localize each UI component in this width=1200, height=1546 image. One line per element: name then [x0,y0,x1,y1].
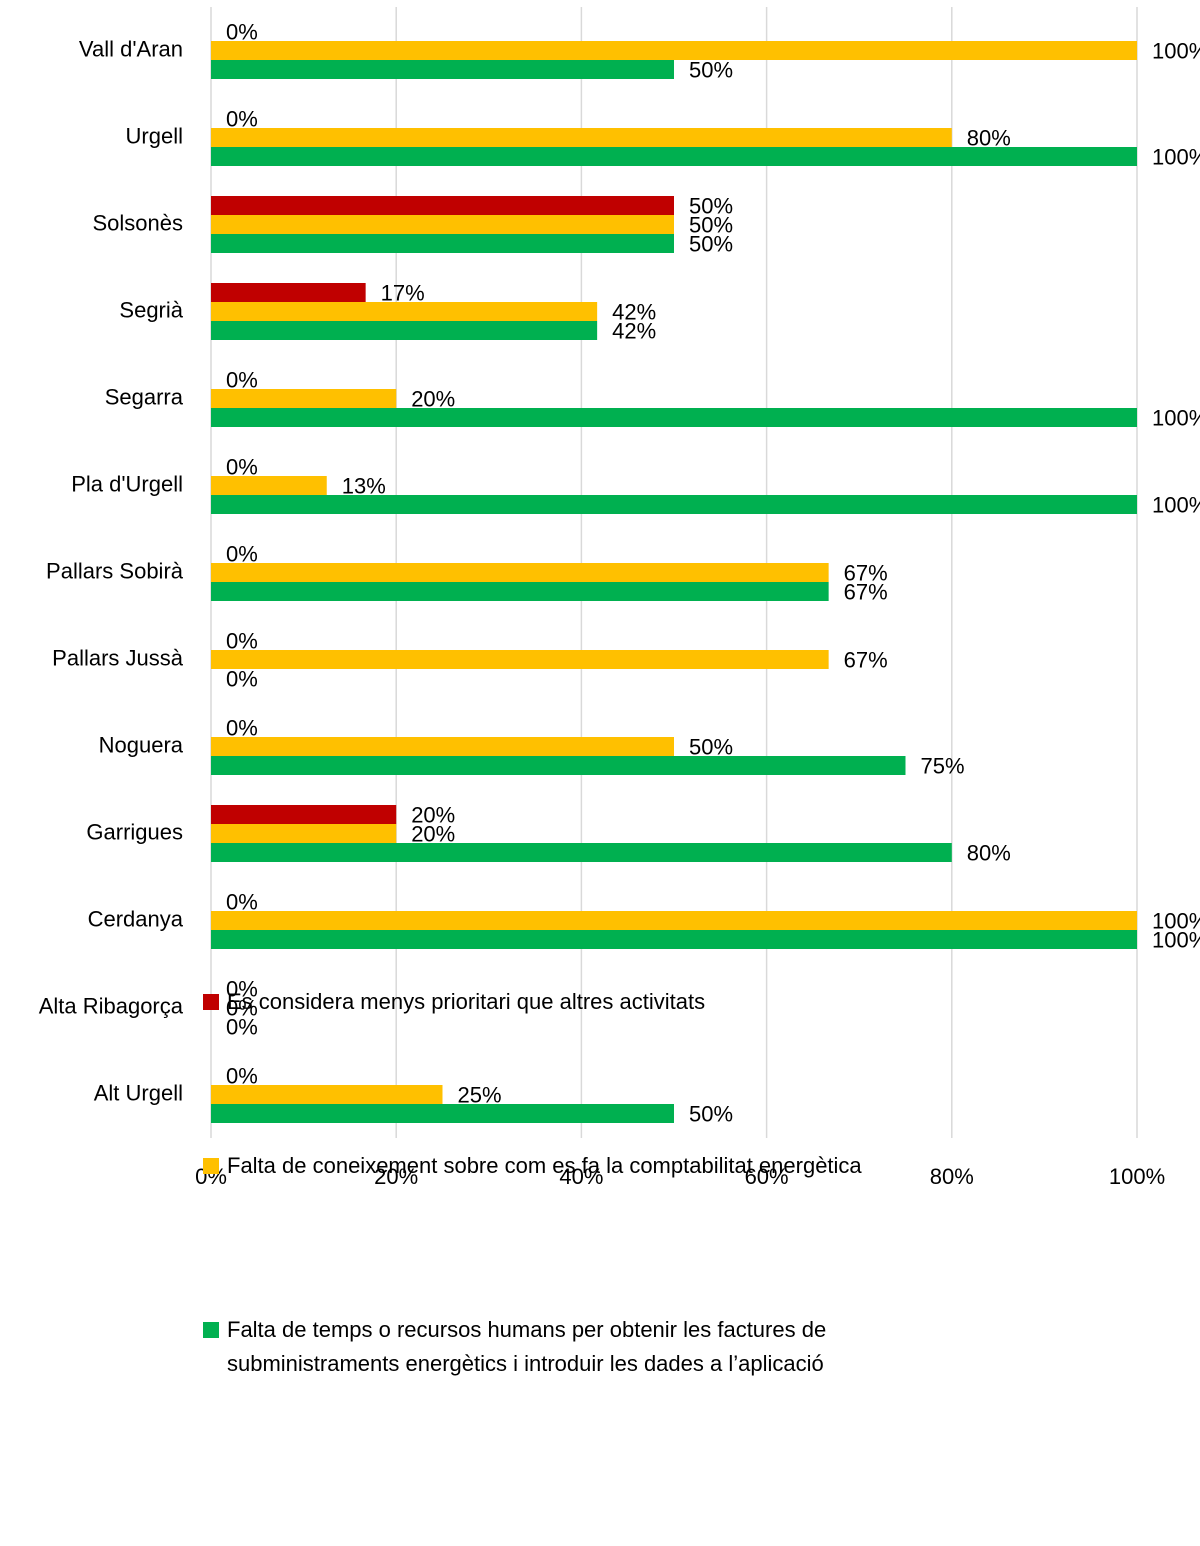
data-label: 0% [226,454,258,479]
y-tick-label: Cerdanya [88,906,184,931]
data-label: 100% [1152,405,1200,430]
data-label: 50% [689,1101,733,1126]
y-tick-label: Solsonès [92,210,183,235]
legend-label: Falta de temps o recursos humans per obt… [227,1317,827,1376]
data-label: 0% [226,1063,258,1088]
data-label: 100% [1152,927,1200,952]
data-label: 0% [226,995,258,1020]
data-label: 67% [844,560,888,585]
data-label: 17% [381,280,425,305]
x-tick-label: 40% [559,1164,603,1189]
data-label: 50% [689,734,733,759]
y-tick-label: Pallars Sobirà [46,558,184,583]
x-tick-label: 60% [745,1164,789,1189]
legend-item: Es considera menys prioritari que altres… [203,985,983,1019]
y-tick-label: Pla d'Urgell [71,471,183,496]
bar [211,128,952,147]
bar [211,476,327,495]
legend-swatch [203,1322,219,1338]
legend: Es considera menys prioritari que altres… [203,985,983,1511]
bar [211,41,1137,60]
legend-swatch [203,994,219,1010]
data-label: 42% [612,299,656,324]
bar [211,302,598,321]
data-label: 50% [689,212,733,237]
data-label: 80% [967,840,1011,865]
y-tick-label: Segrià [119,297,183,322]
data-label: 42% [612,318,656,343]
y-tick-label: Segarra [105,384,184,409]
bar [211,650,829,669]
bar [211,495,1137,514]
data-label: 20% [411,386,455,411]
data-label: 0% [226,889,258,914]
data-label: 0% [226,715,258,740]
bar [211,215,674,234]
data-label: 80% [967,125,1011,150]
data-label: 50% [689,57,733,82]
data-label: 100% [1152,38,1200,63]
data-label: 100% [1152,492,1200,517]
data-label: 20% [411,821,455,846]
bar [211,60,674,79]
data-label: 50% [689,193,733,218]
data-label: 0% [226,666,258,691]
bar [211,756,906,775]
bar [211,911,1137,930]
bar [211,930,1137,949]
data-label: 25% [458,1082,502,1107]
data-label: 100% [1152,908,1200,933]
data-label: 0% [226,628,258,653]
bar [211,563,829,582]
bar [211,408,1137,427]
data-label: 75% [921,753,965,778]
legend-item: Falta de coneixement sobre com es fa la … [203,1149,983,1183]
data-label: 0% [226,1014,258,1039]
bar [211,389,397,408]
data-label: 100% [1152,144,1200,169]
data-label: 67% [844,579,888,604]
data-label: 0% [226,367,258,392]
data-label: 20% [411,802,455,827]
data-label: 50% [689,231,733,256]
data-label: 0% [226,19,258,44]
bar [211,321,598,340]
y-tick-label: Noguera [99,732,184,757]
y-tick-label: Alta Ribagorça [39,993,184,1018]
x-tick-label: 20% [374,1164,418,1189]
x-tick-label: 100% [1109,1164,1165,1189]
bar [211,234,674,253]
bar [211,582,829,601]
bar [211,824,397,843]
y-tick-label: Vall d'Aran [79,36,183,61]
legend-label: Falta de coneixement sobre com es fa la … [227,1153,862,1178]
y-tick-label: Garrigues [86,819,183,844]
y-tick-label: Urgell [126,123,183,148]
bar [211,196,674,215]
data-label: 13% [342,473,386,498]
data-label: 0% [226,976,258,1001]
x-tick-label: 80% [930,1164,974,1189]
bar [211,805,397,824]
data-label: 0% [226,106,258,131]
bar [211,147,1137,166]
chart: 0% 20% 40% 60% 80% 100% Vall d'Aran 0% 100% 50% Ur… [39,7,1200,1189]
legend-swatch [203,1158,219,1174]
y-tick-label: Pallars Jussà [52,645,184,670]
data-label: 67% [844,647,888,672]
bar [211,1104,674,1123]
legend-label: Es considera menys prioritari que altres… [227,989,706,1014]
legend-item: Falta de temps o recursos humans per obt… [203,1313,983,1381]
bar [211,283,366,302]
bar [211,1085,443,1104]
data-label: 0% [226,541,258,566]
y-tick-label: Alt Urgell [94,1080,183,1105]
bar [211,843,952,862]
bar [211,737,674,756]
